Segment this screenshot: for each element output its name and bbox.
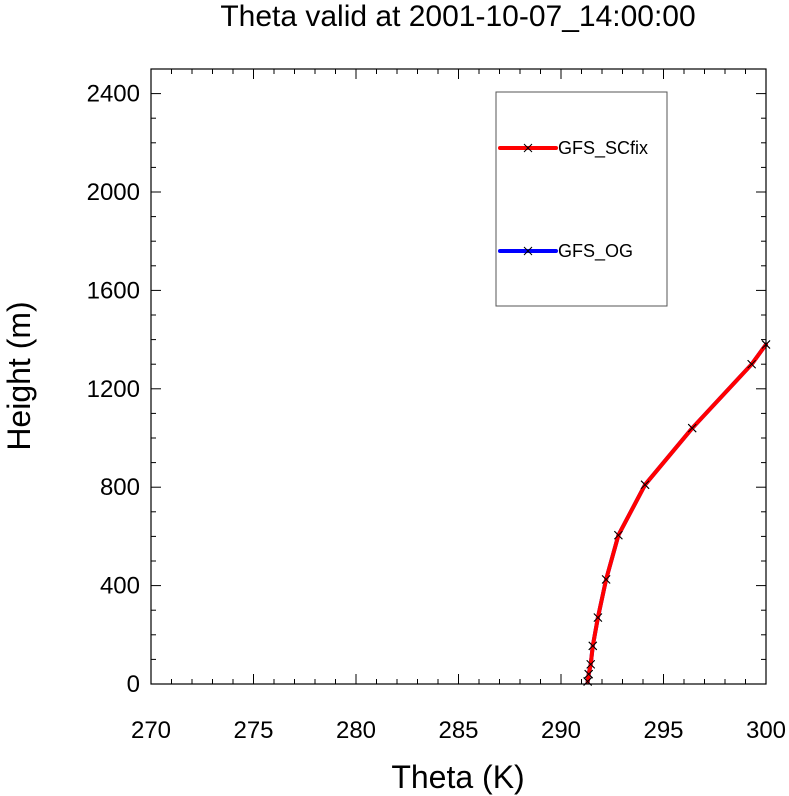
data-point-gfs_scfix xyxy=(586,659,596,669)
x-tick-label: 290 xyxy=(541,717,581,744)
legend: GFS_SCfix GFS_OG xyxy=(495,91,668,307)
legend-label: GFS_SCfix xyxy=(558,138,648,159)
x-tick-label: 280 xyxy=(336,717,376,744)
y-tick-label: 1600 xyxy=(87,277,140,304)
axis-ticks: 270 275 280 285 290 295 300 0 400 800 1200 1600 2000… xyxy=(87,68,786,744)
x-tick-label: 295 xyxy=(643,717,683,744)
chart-title: Theta valid at 2001-10-07_14:00:00 xyxy=(220,0,695,33)
y-tick-label: 800 xyxy=(100,474,140,501)
data-point-gfs_scfix xyxy=(593,613,603,622)
y-tick-label: 1200 xyxy=(87,376,140,403)
data-point-gfs_scfix xyxy=(614,530,623,540)
data-point-gfs_scfix xyxy=(588,641,598,651)
series-line-gfs_og xyxy=(585,342,768,684)
y-tick-label: 400 xyxy=(100,573,140,600)
legend-label: GFS_OG xyxy=(558,241,633,262)
y-tick-label: 0 xyxy=(127,671,140,698)
y-axis-label: Height (m) xyxy=(1,301,37,450)
x-tick-label: 300 xyxy=(746,717,786,744)
x-tick-label: 275 xyxy=(233,717,273,744)
plot-lines xyxy=(583,340,771,686)
y-tick-label: 2000 xyxy=(87,179,140,206)
data-point-gfs_scfix xyxy=(640,480,650,490)
x-tick-label: 270 xyxy=(131,717,171,744)
legend-marker xyxy=(523,143,533,153)
series-line-gfs_scfix xyxy=(585,342,768,684)
data-point-gfs_scfix xyxy=(584,669,594,679)
data-point-gfs_scfix xyxy=(687,423,697,433)
x-axis-label: Theta (K) xyxy=(391,759,524,795)
legend-box xyxy=(495,91,668,307)
x-tick-label: 285 xyxy=(438,717,478,744)
data-point-gfs_scfix xyxy=(747,359,757,369)
plot-frame xyxy=(150,68,767,685)
legend-marker xyxy=(523,246,533,256)
data-point-gfs_scfix xyxy=(601,575,611,584)
y-tick-label: 2400 xyxy=(87,81,140,108)
